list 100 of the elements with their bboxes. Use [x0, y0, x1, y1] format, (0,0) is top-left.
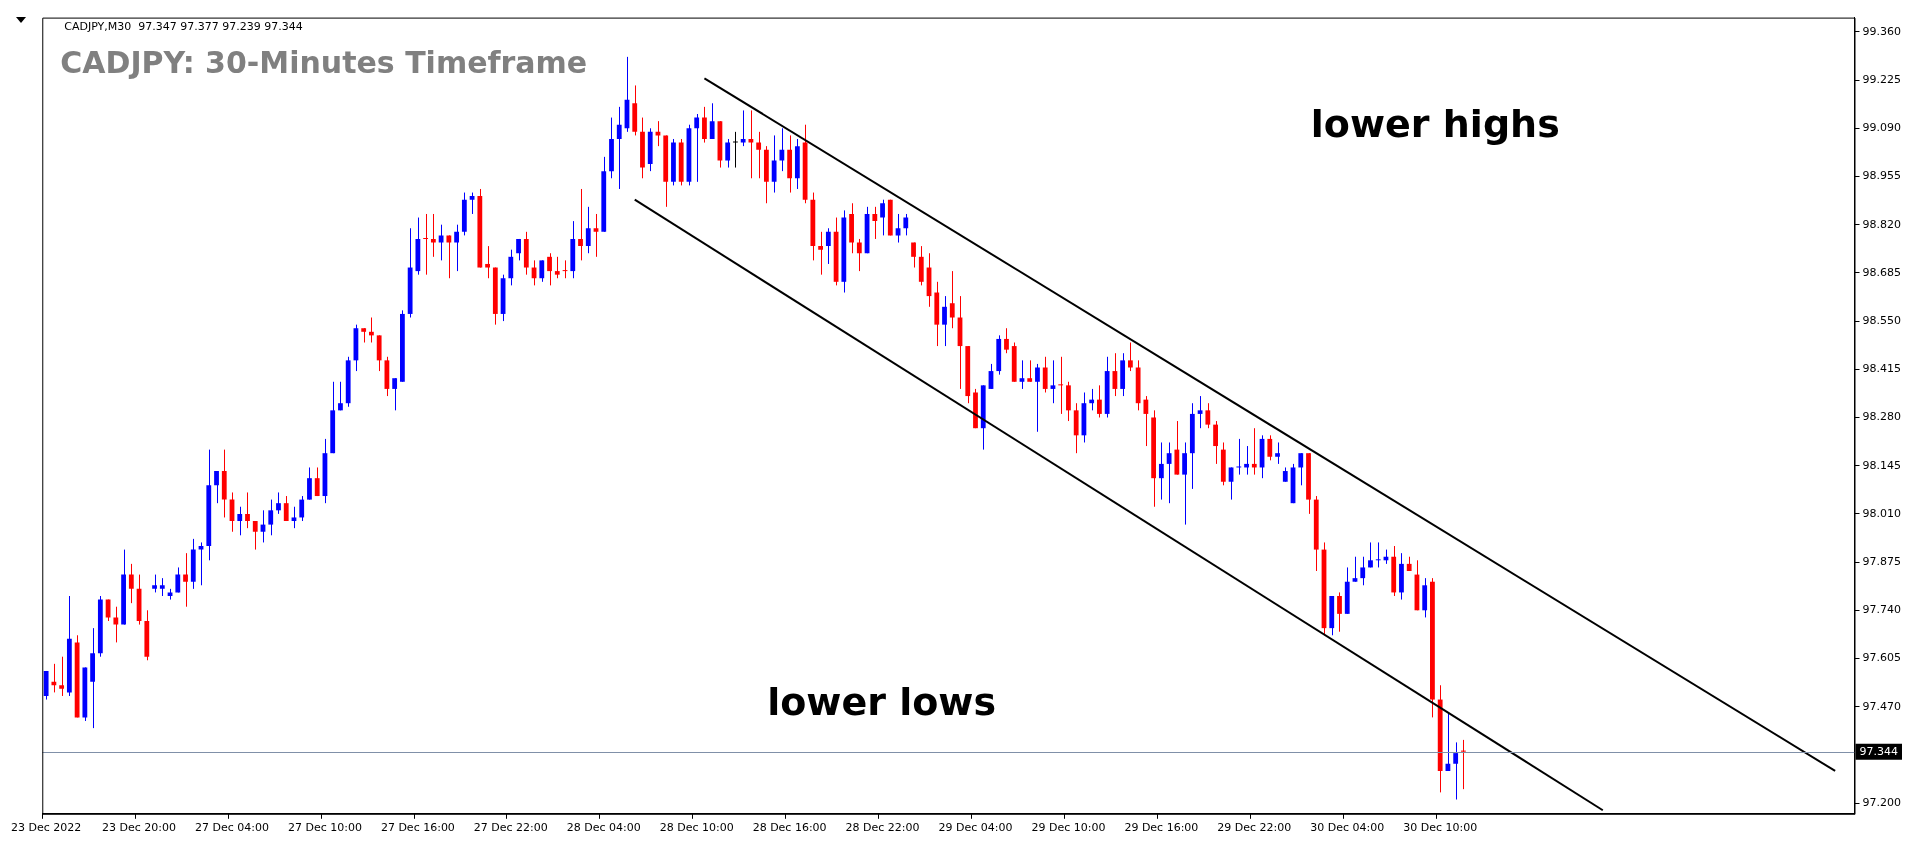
candlestick — [1236, 438, 1242, 476]
annotation: lower highs — [1310, 102, 1560, 147]
candlestick — [128, 563, 134, 604]
candlestick — [1360, 556, 1366, 586]
annotation: lower lows — [767, 680, 997, 725]
candlestick — [214, 470, 219, 504]
candlestick — [1027, 359, 1033, 383]
candlestick — [779, 127, 785, 172]
x-tick-label: 27 Dec 16:00 — [380, 821, 455, 835]
candlestick — [1461, 739, 1466, 790]
candlestick — [880, 199, 885, 236]
candlestick — [1182, 441, 1187, 526]
candlestick — [1019, 359, 1025, 390]
candlestick — [276, 491, 281, 515]
candlestick — [485, 245, 490, 279]
x-tick-label: 29 Dec 22:00 — [1217, 821, 1292, 835]
candlestick — [911, 242, 916, 269]
candlestick — [771, 134, 777, 194]
candlestick — [252, 520, 258, 551]
y-tick-label: 97.875 — [1862, 554, 1902, 568]
candlestick — [903, 213, 909, 236]
text: CADJPY: 30-Minutes Timeframe — [60, 45, 588, 81]
candlestick — [740, 109, 746, 147]
candlestick — [1143, 395, 1149, 447]
candlestick — [1058, 356, 1064, 415]
candlestick — [1337, 591, 1342, 633]
candlestick — [1205, 402, 1211, 429]
candlestick — [593, 213, 599, 258]
y-tick-label: 98.685 — [1862, 265, 1902, 279]
candlestick — [392, 377, 398, 411]
candlestick — [694, 113, 700, 183]
y-tick-label: 98.280 — [1862, 410, 1902, 424]
y-tick-label: 97.605 — [1862, 651, 1902, 665]
candlestick — [1213, 420, 1218, 465]
y-tick-label: 98.955 — [1862, 169, 1902, 183]
candlestick — [113, 606, 119, 643]
candlestick — [1004, 327, 1009, 354]
x-tick-label: 29 Dec 16:00 — [1124, 821, 1199, 835]
x-tick-label: 28 Dec 16:00 — [752, 821, 827, 835]
candlestick — [307, 466, 312, 501]
candlestick — [1166, 441, 1172, 504]
candlestick — [1127, 342, 1133, 372]
candlestick — [1158, 441, 1164, 501]
y-tick-label: 99.360 — [1862, 24, 1902, 38]
y-tick-label: 99.225 — [1862, 72, 1902, 86]
candlestick — [818, 231, 823, 276]
candlestick — [183, 552, 188, 608]
y-tick-label: 97.740 — [1862, 603, 1902, 617]
candlestick — [1197, 395, 1203, 429]
candlestick — [430, 213, 436, 258]
candlestick — [469, 192, 475, 215]
candlestick — [283, 495, 289, 522]
candlestick — [1275, 441, 1280, 465]
candlestick — [1035, 363, 1040, 433]
candlestick — [1050, 359, 1056, 404]
candlestick — [709, 102, 715, 140]
candlestick — [539, 259, 545, 283]
candlestick — [578, 188, 583, 261]
candlestick — [508, 249, 514, 286]
candlestick — [268, 499, 274, 536]
candlestick — [237, 506, 243, 536]
y-tick-label: 98.820 — [1862, 217, 1902, 231]
candlestick — [198, 541, 204, 586]
candlestick — [299, 495, 305, 522]
x-tick-label: 27 Dec 10:00 — [287, 821, 362, 835]
x-tick-label: 29 Dec 10:00 — [1031, 821, 1106, 835]
x-tick-label: 29 Dec 04:00 — [938, 821, 1013, 835]
candlestick — [554, 256, 560, 279]
y-tick-label: 98.010 — [1862, 506, 1902, 520]
x-tick-label: 28 Dec 10:00 — [659, 821, 734, 835]
x-tick-label: 27 Dec 22:00 — [473, 821, 548, 835]
candlestick — [949, 270, 955, 329]
candlestick — [725, 138, 731, 169]
candlestick — [454, 224, 460, 272]
y-tick-label: 97.470 — [1862, 699, 1902, 713]
candlestick — [438, 224, 444, 261]
candlestick — [423, 213, 429, 276]
candlestick — [1112, 352, 1118, 397]
candlestick — [245, 491, 250, 529]
candlestick — [1042, 356, 1048, 393]
x-tick-label: 28 Dec 22:00 — [845, 821, 920, 835]
candlestick — [547, 252, 552, 286]
x-tick-label: 23 Dec 2022 — [11, 821, 82, 835]
x-tick-label: 28 Dec 04:00 — [566, 821, 641, 835]
candlestick — [1097, 384, 1102, 418]
candlestick — [825, 227, 831, 265]
candlestick — [1375, 541, 1381, 568]
candlestick — [748, 109, 754, 179]
candlestick — [942, 295, 947, 347]
candlestick — [872, 206, 878, 240]
ref-line-label: 97.344 — [1859, 744, 1899, 758]
candlestick — [1267, 434, 1273, 461]
candlestick — [1453, 741, 1459, 801]
x-tick-label: 23 Dec 20:00 — [102, 821, 177, 835]
candlestick — [175, 566, 181, 593]
candlestick — [856, 238, 862, 272]
y-tick-label: 98.145 — [1862, 458, 1902, 472]
candlestick — [59, 656, 65, 697]
candlestick — [291, 506, 297, 529]
candlestick — [446, 234, 452, 279]
